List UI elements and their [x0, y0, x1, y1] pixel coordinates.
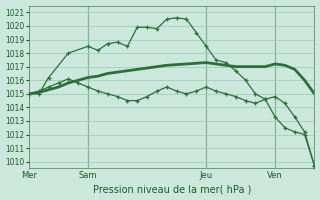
- X-axis label: Pression niveau de la mer( hPa ): Pression niveau de la mer( hPa ): [92, 184, 251, 194]
